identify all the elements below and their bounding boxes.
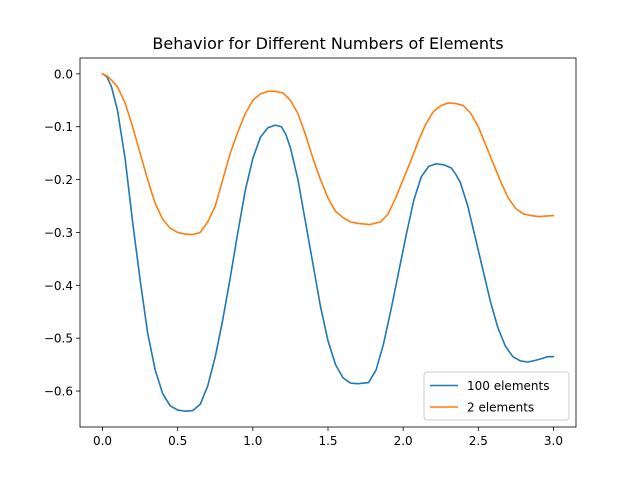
series-layer [101, 73, 555, 412]
x-tick-label: 0.5 [168, 434, 187, 448]
x-tick-label: 3.0 [544, 434, 563, 448]
x-tick-label: 1.5 [318, 434, 337, 448]
y-tick-label: 0.0 [54, 67, 73, 81]
x-tick-label: 2.5 [469, 434, 488, 448]
legend-label: 100 elements [467, 379, 549, 393]
series-line-1 [101, 73, 555, 412]
legend: 100 elements 2 elements [423, 371, 570, 421]
axes: 0.0 0.5 1.0 1.5 2.0 2.5 3.0 0.0 −0.1 −0.2 −0.3 −0.4… [44, 57, 577, 448]
y-tick-label: −0.6 [44, 385, 73, 399]
chart-title: Behavior for Different Numbers of Elemen… [152, 34, 503, 53]
x-tick-label: 0.0 [93, 434, 112, 448]
y-tick-label: −0.5 [44, 332, 73, 346]
y-tick-label: −0.1 [44, 120, 73, 134]
y-tick-label: −0.2 [44, 173, 73, 187]
legend-box [423, 371, 570, 421]
x-tick-label: 1.0 [243, 434, 262, 448]
y-tick-label: −0.3 [44, 226, 73, 240]
y-tick-label: −0.4 [44, 279, 73, 293]
x-tick-label: 2.0 [394, 434, 413, 448]
legend-label: 2 elements [467, 401, 534, 415]
series-line-2 [101, 73, 555, 236]
